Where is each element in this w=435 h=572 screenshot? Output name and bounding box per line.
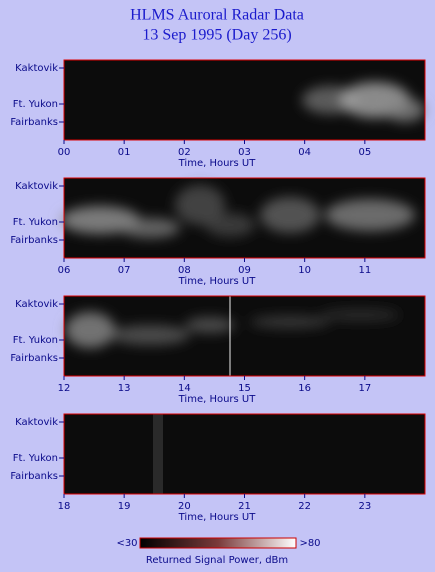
- x-tick-label: 07: [118, 265, 131, 276]
- x-tick-label: 17: [358, 383, 371, 394]
- echo: [320, 309, 400, 321]
- x-tick-label: 09: [238, 265, 251, 276]
- colorbar-high-label: >80: [299, 538, 320, 549]
- x-tick-label: 04: [298, 147, 311, 158]
- colorbar-title: Returned Signal Power, dBm: [146, 555, 288, 566]
- y-label: Kaktovik: [15, 181, 58, 192]
- echo-texture: [60, 185, 415, 238]
- title: HLMS Auroral Radar Data: [130, 7, 304, 24]
- echo-texture: [302, 82, 425, 122]
- x-tick-label: 03: [238, 147, 251, 158]
- y-label: Fairbanks: [10, 471, 58, 482]
- echo: [175, 185, 225, 225]
- echo: [250, 316, 330, 328]
- x-tick-label: 08: [178, 265, 191, 276]
- x-tick-label: 15: [238, 383, 251, 394]
- echo: [120, 218, 180, 238]
- subtitle: 13 Sep 1995 (Day 256): [142, 27, 291, 44]
- x-tick-label: 19: [118, 501, 131, 512]
- x-tick-label: 00: [58, 147, 71, 158]
- y-label: Kaktovik: [15, 299, 58, 310]
- y-label: Kaktovik: [15, 417, 58, 428]
- x-tick-label: 14: [178, 383, 191, 394]
- x-tick-label: 16: [298, 383, 311, 394]
- x-tick-label: 21: [238, 501, 251, 512]
- echo: [385, 98, 425, 122]
- y-label: Fairbanks: [10, 353, 58, 364]
- x-tick-label: 18: [58, 501, 71, 512]
- echo: [185, 317, 235, 333]
- x-tick-label: 23: [358, 501, 371, 512]
- x-axis-label: Time, Hours UT: [178, 276, 257, 287]
- x-axis-label: Time, Hours UT: [178, 394, 257, 405]
- y-label: Kaktovik: [15, 63, 58, 74]
- x-tick-label: 02: [178, 147, 191, 158]
- echo: [325, 199, 415, 231]
- radar-image: [64, 414, 425, 494]
- x-tick-label: 22: [298, 501, 311, 512]
- colorbar-low-label: <30: [116, 538, 137, 549]
- x-tick-label: 13: [118, 383, 131, 394]
- x-tick-label: 12: [58, 383, 71, 394]
- y-label: Fairbanks: [10, 235, 58, 246]
- x-axis-label: Time, Hours UT: [178, 512, 257, 523]
- x-tick-label: 05: [358, 147, 371, 158]
- echo-texture: [65, 309, 400, 348]
- x-tick-label: 11: [358, 265, 371, 276]
- x-tick-label: 20: [178, 501, 191, 512]
- echo: [205, 213, 255, 237]
- echo: [260, 197, 320, 233]
- x-axis-label: Time, Hours UT: [178, 158, 257, 169]
- colorbar: [139, 537, 297, 549]
- echo: [60, 206, 140, 234]
- echo: [153, 414, 163, 494]
- y-label: Ft. Yukon: [13, 453, 58, 464]
- y-label: Fairbanks: [10, 117, 58, 128]
- x-tick-label: 10: [298, 265, 311, 276]
- y-label: Ft. Yukon: [13, 217, 58, 228]
- y-label: Ft. Yukon: [13, 99, 58, 110]
- x-tick-label: 06: [58, 265, 71, 276]
- y-label: Ft. Yukon: [13, 335, 58, 346]
- x-tick-label: 01: [118, 147, 131, 158]
- echo: [110, 325, 190, 345]
- echo: [65, 312, 115, 348]
